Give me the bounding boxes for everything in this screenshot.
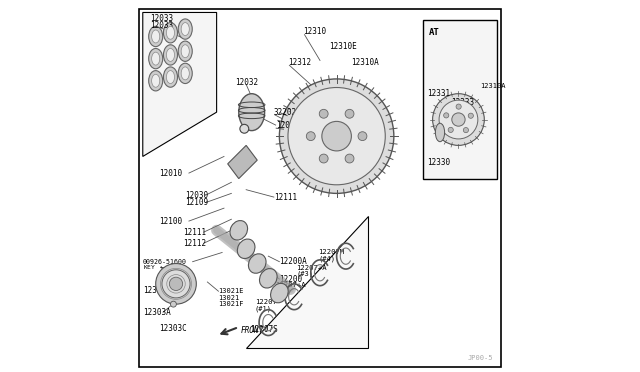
Text: 12111: 12111 — [184, 228, 207, 237]
Ellipse shape — [163, 45, 177, 65]
Text: 12207S: 12207S — [250, 325, 278, 334]
Text: 13021: 13021 — [218, 295, 240, 301]
Text: (#3): (#3) — [296, 271, 313, 278]
Text: 13021E: 13021E — [218, 288, 244, 294]
Text: 32202: 32202 — [274, 108, 297, 117]
Ellipse shape — [163, 23, 177, 43]
Circle shape — [162, 270, 190, 298]
Ellipse shape — [166, 71, 175, 84]
Ellipse shape — [152, 52, 160, 65]
Polygon shape — [246, 215, 368, 349]
Text: 12030: 12030 — [185, 191, 209, 200]
Text: 12303C: 12303C — [159, 324, 187, 333]
Ellipse shape — [181, 45, 189, 58]
Text: 12207+A: 12207+A — [275, 282, 305, 288]
Text: (#4): (#4) — [318, 256, 335, 262]
Ellipse shape — [148, 48, 163, 69]
Text: 12207+A: 12207+A — [296, 265, 326, 271]
Ellipse shape — [166, 48, 175, 61]
Text: 12312: 12312 — [289, 58, 312, 67]
Circle shape — [444, 113, 449, 118]
Text: 12010: 12010 — [159, 169, 182, 177]
Circle shape — [319, 109, 328, 118]
Text: 12303: 12303 — [143, 286, 166, 295]
Ellipse shape — [237, 239, 255, 259]
Text: 12207M: 12207M — [318, 250, 344, 256]
Ellipse shape — [148, 26, 163, 46]
Ellipse shape — [163, 67, 177, 87]
Bar — [424, 20, 497, 179]
Text: 12111: 12111 — [275, 193, 298, 202]
Text: 12100: 12100 — [159, 217, 182, 225]
Text: 12200: 12200 — [280, 275, 303, 283]
Text: FRONT: FRONT — [241, 326, 264, 335]
Circle shape — [345, 109, 354, 118]
Circle shape — [322, 121, 351, 151]
Circle shape — [463, 128, 468, 133]
Circle shape — [307, 132, 316, 141]
Circle shape — [170, 277, 182, 291]
Circle shape — [240, 124, 249, 133]
Text: 12032: 12032 — [276, 121, 299, 129]
Polygon shape — [228, 145, 257, 179]
Circle shape — [280, 79, 394, 193]
Circle shape — [433, 94, 484, 145]
Ellipse shape — [178, 63, 192, 84]
Circle shape — [448, 127, 453, 132]
Text: 12109: 12109 — [185, 198, 209, 207]
Text: 12303A: 12303A — [143, 308, 170, 317]
Circle shape — [170, 301, 177, 307]
Polygon shape — [143, 13, 216, 157]
Ellipse shape — [152, 74, 160, 87]
Circle shape — [319, 154, 328, 163]
Ellipse shape — [259, 269, 277, 288]
Text: AT: AT — [429, 28, 440, 37]
Text: 12310E: 12310E — [329, 42, 357, 51]
Ellipse shape — [181, 67, 189, 80]
Ellipse shape — [230, 221, 248, 240]
Text: (#2): (#2) — [275, 288, 292, 295]
Text: 12331: 12331 — [427, 89, 450, 98]
Text: 12033: 12033 — [150, 21, 173, 30]
Circle shape — [345, 154, 354, 163]
Ellipse shape — [271, 283, 288, 303]
Circle shape — [439, 100, 478, 139]
Circle shape — [468, 113, 474, 118]
Text: 12033: 12033 — [150, 13, 173, 22]
Circle shape — [358, 132, 367, 141]
Ellipse shape — [148, 71, 163, 91]
Ellipse shape — [178, 41, 192, 61]
Text: 13021F: 13021F — [218, 301, 244, 307]
Text: 12310: 12310 — [303, 27, 326, 36]
Text: JP00-5: JP00-5 — [468, 355, 493, 361]
Circle shape — [156, 263, 196, 304]
Text: (#1): (#1) — [255, 305, 271, 312]
Text: 12207: 12207 — [255, 299, 276, 305]
Ellipse shape — [248, 254, 266, 273]
Text: 00926-51600: 00926-51600 — [143, 259, 187, 265]
Ellipse shape — [166, 26, 175, 39]
Text: 12032: 12032 — [235, 78, 258, 87]
Text: 12200A: 12200A — [280, 257, 307, 266]
Ellipse shape — [178, 19, 192, 39]
Circle shape — [288, 87, 385, 185]
Ellipse shape — [239, 94, 264, 131]
Ellipse shape — [181, 23, 189, 36]
Circle shape — [452, 113, 465, 126]
Text: 12310A: 12310A — [481, 83, 506, 89]
Text: 12330: 12330 — [427, 157, 450, 167]
Ellipse shape — [152, 30, 160, 43]
Text: 12310A: 12310A — [351, 58, 379, 67]
Text: 12333: 12333 — [451, 99, 474, 108]
Ellipse shape — [435, 123, 445, 142]
Circle shape — [456, 104, 461, 109]
Text: 12112: 12112 — [184, 239, 207, 248]
Text: KEY $\leftarrow$(2): KEY $\leftarrow$(2) — [143, 263, 177, 272]
